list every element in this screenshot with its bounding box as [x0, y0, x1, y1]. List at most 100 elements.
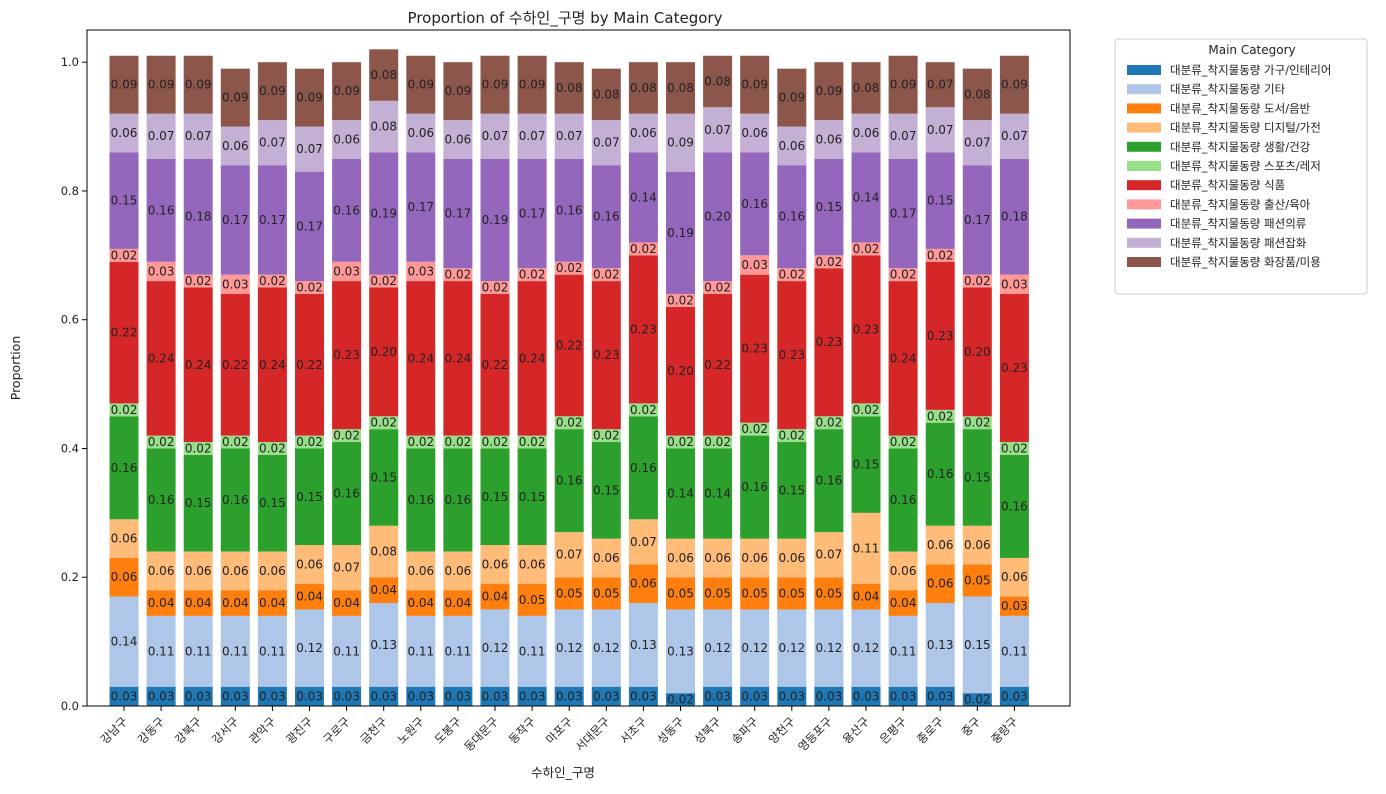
- legend-swatch: [1127, 237, 1161, 248]
- bar-segment: [666, 448, 695, 539]
- bar-segment: [703, 293, 733, 436]
- data-label: 0.02: [630, 403, 657, 417]
- data-label: 0.03: [185, 689, 212, 703]
- bar-segment: [295, 293, 324, 436]
- bar-segment: [183, 287, 213, 443]
- legend-swatch: [1127, 103, 1161, 114]
- data-label: 0.06: [890, 564, 917, 578]
- data-label: 0.03: [927, 689, 954, 703]
- data-label: 0.02: [667, 435, 694, 449]
- bar-segment: [740, 255, 770, 275]
- data-label: 0.06: [259, 564, 286, 578]
- bar-segment: [517, 686, 547, 706]
- data-label: 0.11: [185, 644, 212, 658]
- data-label: 0.20: [667, 364, 694, 378]
- bar-segment: [925, 248, 955, 262]
- bar-segment: [257, 551, 287, 591]
- x-tick-label: 구로구: [320, 714, 352, 746]
- data-label: 0.02: [370, 416, 397, 430]
- bar-segment: [369, 152, 399, 275]
- data-label: 0.12: [482, 641, 509, 655]
- bar-segment: [666, 609, 695, 694]
- data-label: 0.15: [519, 490, 546, 504]
- data-label: 0.04: [370, 583, 397, 597]
- bar-segment: [443, 62, 473, 121]
- bar-segment: [703, 686, 733, 706]
- bar-segment: [814, 416, 844, 430]
- data-label: 0.09: [333, 84, 360, 98]
- bar-segment: [888, 686, 918, 706]
- bar-segment: [554, 416, 584, 430]
- bar-segment: [109, 261, 139, 404]
- bar-segment: [962, 525, 992, 565]
- bar-segment: [146, 55, 176, 114]
- data-label: 0.16: [445, 493, 472, 507]
- x-tick-label: 은평구: [877, 714, 909, 746]
- data-label: 0.03: [222, 689, 249, 703]
- data-label: 0.12: [741, 641, 768, 655]
- data-label: 0.17: [964, 213, 991, 227]
- data-label: 0.11: [890, 644, 917, 658]
- bar-segment: [925, 261, 955, 410]
- data-label: 0.15: [964, 470, 991, 484]
- data-label: 0.07: [890, 129, 917, 143]
- data-label: 0.04: [222, 596, 249, 610]
- legend-label: 대분류_착지물동량 도서/음반: [1170, 101, 1311, 115]
- bar-segment: [999, 442, 1029, 455]
- bar-segment: [109, 519, 139, 558]
- data-label: 0.24: [445, 351, 472, 365]
- bar-segment: [814, 609, 844, 687]
- bar-segment: [443, 281, 473, 436]
- data-label: 0.08: [370, 120, 397, 134]
- data-label: 0.12: [593, 641, 620, 655]
- bar-segment: [220, 686, 250, 706]
- data-label: 0.15: [482, 490, 509, 504]
- data-label: 0.03: [148, 689, 175, 703]
- data-label: 0.06: [630, 577, 657, 591]
- data-label: 0.16: [593, 210, 620, 224]
- data-label: 0.16: [741, 197, 768, 211]
- data-label: 0.02: [964, 274, 991, 288]
- data-label: 0.02: [259, 441, 286, 455]
- data-label: 0.03: [296, 689, 323, 703]
- data-label: 0.07: [1001, 129, 1028, 143]
- data-label: 0.15: [296, 490, 323, 504]
- data-label: 0.03: [111, 689, 138, 703]
- bar-segment: [257, 274, 287, 288]
- bar-segment: [369, 49, 399, 101]
- legend-swatch: [1127, 199, 1161, 210]
- data-label: 0.07: [519, 129, 546, 143]
- x-axis-label: 수하인_구명: [531, 765, 595, 780]
- legend-label: 대분류_착지물동량 식품: [1170, 178, 1285, 192]
- data-label: 0.07: [556, 129, 583, 143]
- data-label: 0.02: [853, 403, 880, 417]
- data-label: 0.03: [148, 264, 175, 278]
- bar-segment: [999, 274, 1029, 294]
- data-label: 0.06: [296, 557, 323, 571]
- bar-segment: [183, 615, 213, 687]
- data-label: 0.03: [890, 689, 917, 703]
- bar-segment: [888, 55, 918, 114]
- bar-segment: [220, 165, 250, 275]
- data-label: 0.06: [148, 564, 175, 578]
- data-label: 0.13: [927, 638, 954, 652]
- data-label: 0.07: [556, 548, 583, 562]
- data-label: 0.24: [185, 358, 212, 372]
- bar-segment: [814, 62, 844, 121]
- bar-segment: [443, 590, 473, 616]
- data-label: 0.03: [407, 689, 434, 703]
- data-label: 0.02: [296, 281, 323, 295]
- bar-segment: [220, 435, 250, 449]
- bar-segment: [480, 448, 510, 546]
- data-label: 0.17: [407, 200, 434, 214]
- data-label: 0.02: [185, 274, 212, 288]
- data-label: 0.15: [593, 483, 620, 497]
- data-label: 0.02: [667, 293, 694, 307]
- data-label: 0.06: [853, 126, 880, 140]
- bar-segment: [591, 281, 621, 430]
- data-label: 0.03: [407, 264, 434, 278]
- bar-segment: [666, 577, 695, 610]
- data-label: 0.22: [556, 338, 583, 352]
- y-tick-label: 0.4: [61, 441, 79, 455]
